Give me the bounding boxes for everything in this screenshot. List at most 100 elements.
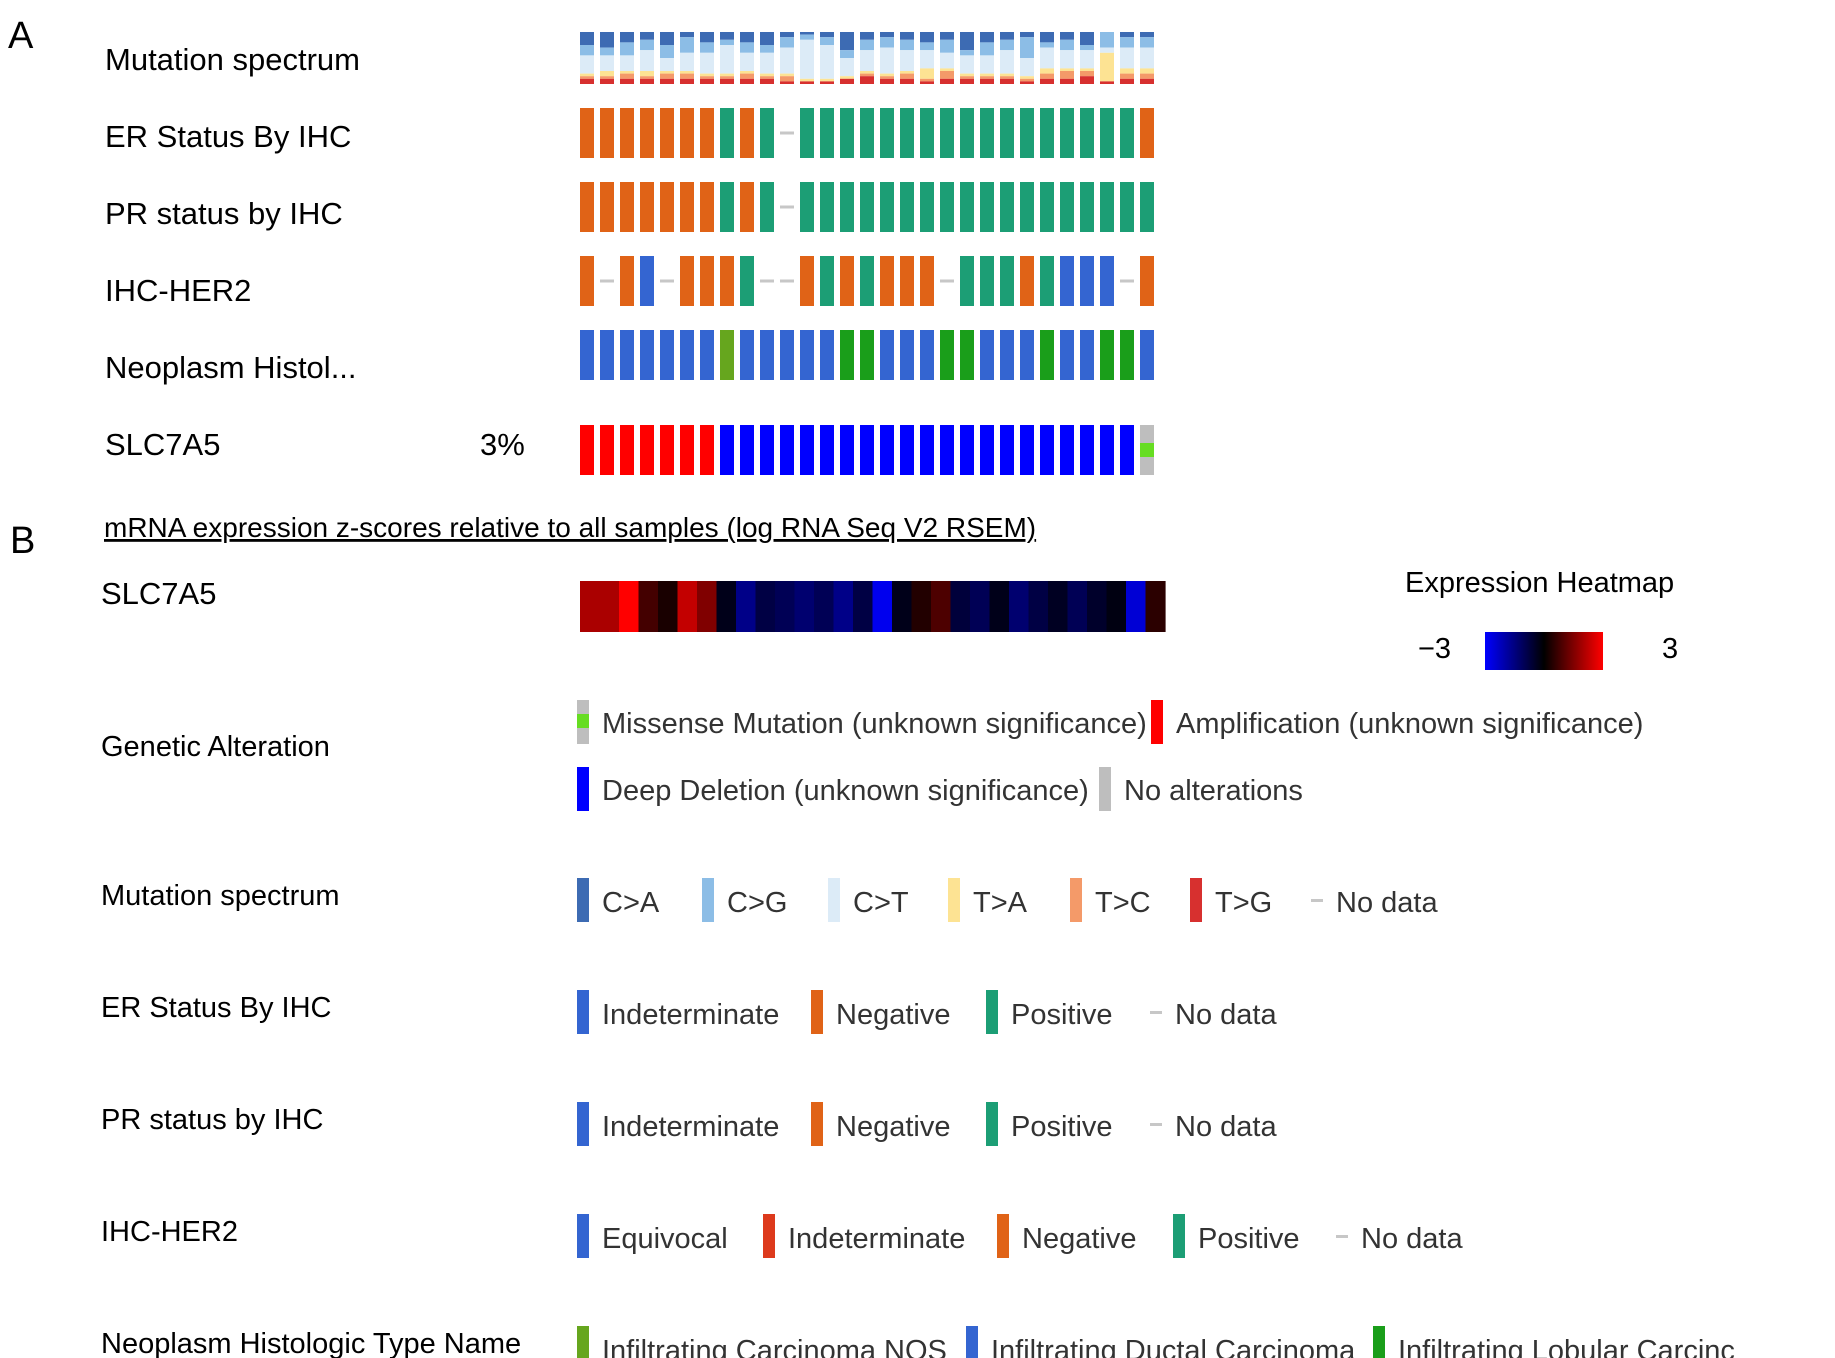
spectrum-segment-t-c — [1120, 73, 1134, 79]
spectrum-segment-t-c — [1020, 78, 1034, 82]
sample-cell-ductal — [880, 330, 894, 380]
sample-cell-negative — [680, 182, 694, 232]
spectrum-segment-c-a — [920, 32, 934, 43]
spectrum-segment-t-g — [680, 78, 694, 84]
spectrum-segment-t-g — [600, 78, 614, 84]
legend-swatch-t-c — [1070, 878, 1082, 922]
sample-cell-positive — [940, 182, 954, 232]
spectrum-segment-c-t — [1020, 58, 1034, 77]
spectrum-segment-t-g — [1120, 78, 1134, 84]
heatmap-cell — [736, 581, 757, 632]
spectrum-segment-t-g — [580, 78, 594, 84]
heatmap-cell — [911, 581, 932, 632]
spectrum-segment-t-a — [940, 68, 954, 71]
legend-swatch-pr-indeterminate — [577, 1102, 589, 1146]
sample-cell-deep-deletion — [1080, 425, 1094, 475]
spectrum-segment-c-g — [740, 42, 754, 53]
spectrum-segment-t-g — [1020, 81, 1034, 84]
sample-cell-ductal — [620, 330, 634, 380]
legend-item-no-alterations: No alterations — [1099, 767, 1303, 811]
spectrum-segment-t-g — [880, 78, 894, 84]
sample-cell-negative — [600, 182, 614, 232]
spectrum-segment-c-a — [640, 32, 654, 40]
spectrum-segment-t-a — [1140, 68, 1154, 74]
legend-label-histology-lobular: Infiltrating Lobular Carcinc — [1398, 1335, 1735, 1358]
sample-cell-positive — [840, 108, 854, 158]
legend-title-mutation-spectrum: Mutation spectrum — [101, 880, 340, 912]
sample-cell-positive — [720, 108, 734, 158]
legend-swatch-er-negative — [811, 990, 823, 1034]
spectrum-segment-c-g — [840, 50, 854, 58]
spectrum-segment-c-t — [840, 58, 854, 77]
legend-swatch-histology-ductal — [966, 1326, 978, 1358]
spectrum-segment-t-c — [620, 73, 634, 79]
spectrum-segment-c-t — [680, 52, 694, 71]
sample-cell-equivocal — [1080, 256, 1094, 306]
spectrum-segment-t-c — [580, 76, 594, 79]
legend-title-genetic-alteration: Genetic Alteration — [101, 731, 330, 763]
spectrum-segment-c-a — [1120, 32, 1134, 38]
sample-cell-deep-deletion — [1120, 425, 1134, 475]
sample-cell-positive — [920, 182, 934, 232]
spectrum-segment-t-g — [640, 78, 654, 84]
spectrum-segment-c-g — [920, 42, 934, 51]
spectrum-segment-t-a — [680, 71, 694, 74]
spectrum-segment-c-t — [1120, 47, 1134, 69]
sample-cell-positive — [960, 256, 974, 306]
legend-swatch-c-t — [828, 878, 840, 922]
spectrum-segment-t-g — [620, 78, 634, 84]
spectrum-segment-c-a — [1060, 32, 1074, 40]
spectrum-segment-c-g — [860, 39, 874, 51]
sample-cell-negative — [740, 182, 754, 232]
sample-cell-negative — [900, 256, 914, 306]
legend-item-deep-deletion: Deep Deletion (unknown significance) — [577, 767, 1089, 811]
legend-label-histology-nos: Infiltrating Carcinoma NOS — [602, 1335, 947, 1358]
sample-cell-negative — [620, 256, 634, 306]
spectrum-segment-c-g — [1100, 32, 1114, 48]
track-label-her2: IHC-HER2 — [105, 273, 251, 308]
spectrum-segment-c-a — [1020, 32, 1034, 38]
sample-cell-nodata — [760, 279, 774, 283]
sample-cell-amplification — [620, 425, 634, 475]
sample-cell-positive — [820, 108, 834, 158]
sample-cell-amplification — [680, 425, 694, 475]
spectrum-segment-t-c — [880, 76, 894, 79]
sample-cell-lobular — [1100, 330, 1114, 380]
sample-cell-ductal — [820, 330, 834, 380]
heatmap-cell — [1145, 581, 1166, 632]
sample-cell-nodata — [780, 205, 794, 209]
sample-cell-ductal — [980, 330, 994, 380]
spectrum-segment-t-a — [620, 71, 634, 74]
legend-swatch-deep-deletion — [577, 767, 589, 811]
sample-cell-amplification — [580, 425, 594, 475]
sample-cell-ductal — [740, 330, 754, 380]
heatmap-cell — [775, 581, 796, 632]
legend-swatch-her2-nodata — [1336, 1235, 1348, 1238]
spectrum-segment-c-g — [760, 45, 774, 53]
track-label-histology: Neoplasm Histol... — [105, 350, 357, 385]
sample-cell-nodata — [780, 131, 794, 135]
heatmap-cell — [658, 581, 679, 632]
sample-cell-lobular — [940, 330, 954, 380]
sample-cell-negative — [620, 108, 634, 158]
sample-cell-equivocal — [1060, 256, 1074, 306]
legend-swatch-amplification — [1151, 700, 1163, 744]
legend-item-missense: Missense Mutation (unknown significance) — [577, 700, 1147, 744]
sample-cell-nodata — [940, 279, 954, 283]
spectrum-segment-c-g — [1080, 45, 1094, 51]
sample-cell-ductal — [1060, 330, 1074, 380]
sample-cell-negative — [660, 108, 674, 158]
sample-cell-negative — [580, 182, 594, 232]
sample-cell-ductal — [800, 330, 814, 380]
sample-cell-ductal — [1140, 330, 1154, 380]
legend-label-her2-indeterminate: Indeterminate — [788, 1223, 965, 1255]
sample-cell-negative — [640, 108, 654, 158]
spectrum-segment-c-t — [1140, 47, 1154, 69]
spectrum-segment-c-a — [1080, 32, 1094, 45]
heatmap-cell — [755, 581, 776, 632]
spectrum-segment-c-g — [800, 34, 814, 40]
spectrum-segment-c-t — [1060, 50, 1074, 69]
track-histology — [580, 330, 1154, 380]
spectrum-segment-t-g — [900, 78, 914, 84]
